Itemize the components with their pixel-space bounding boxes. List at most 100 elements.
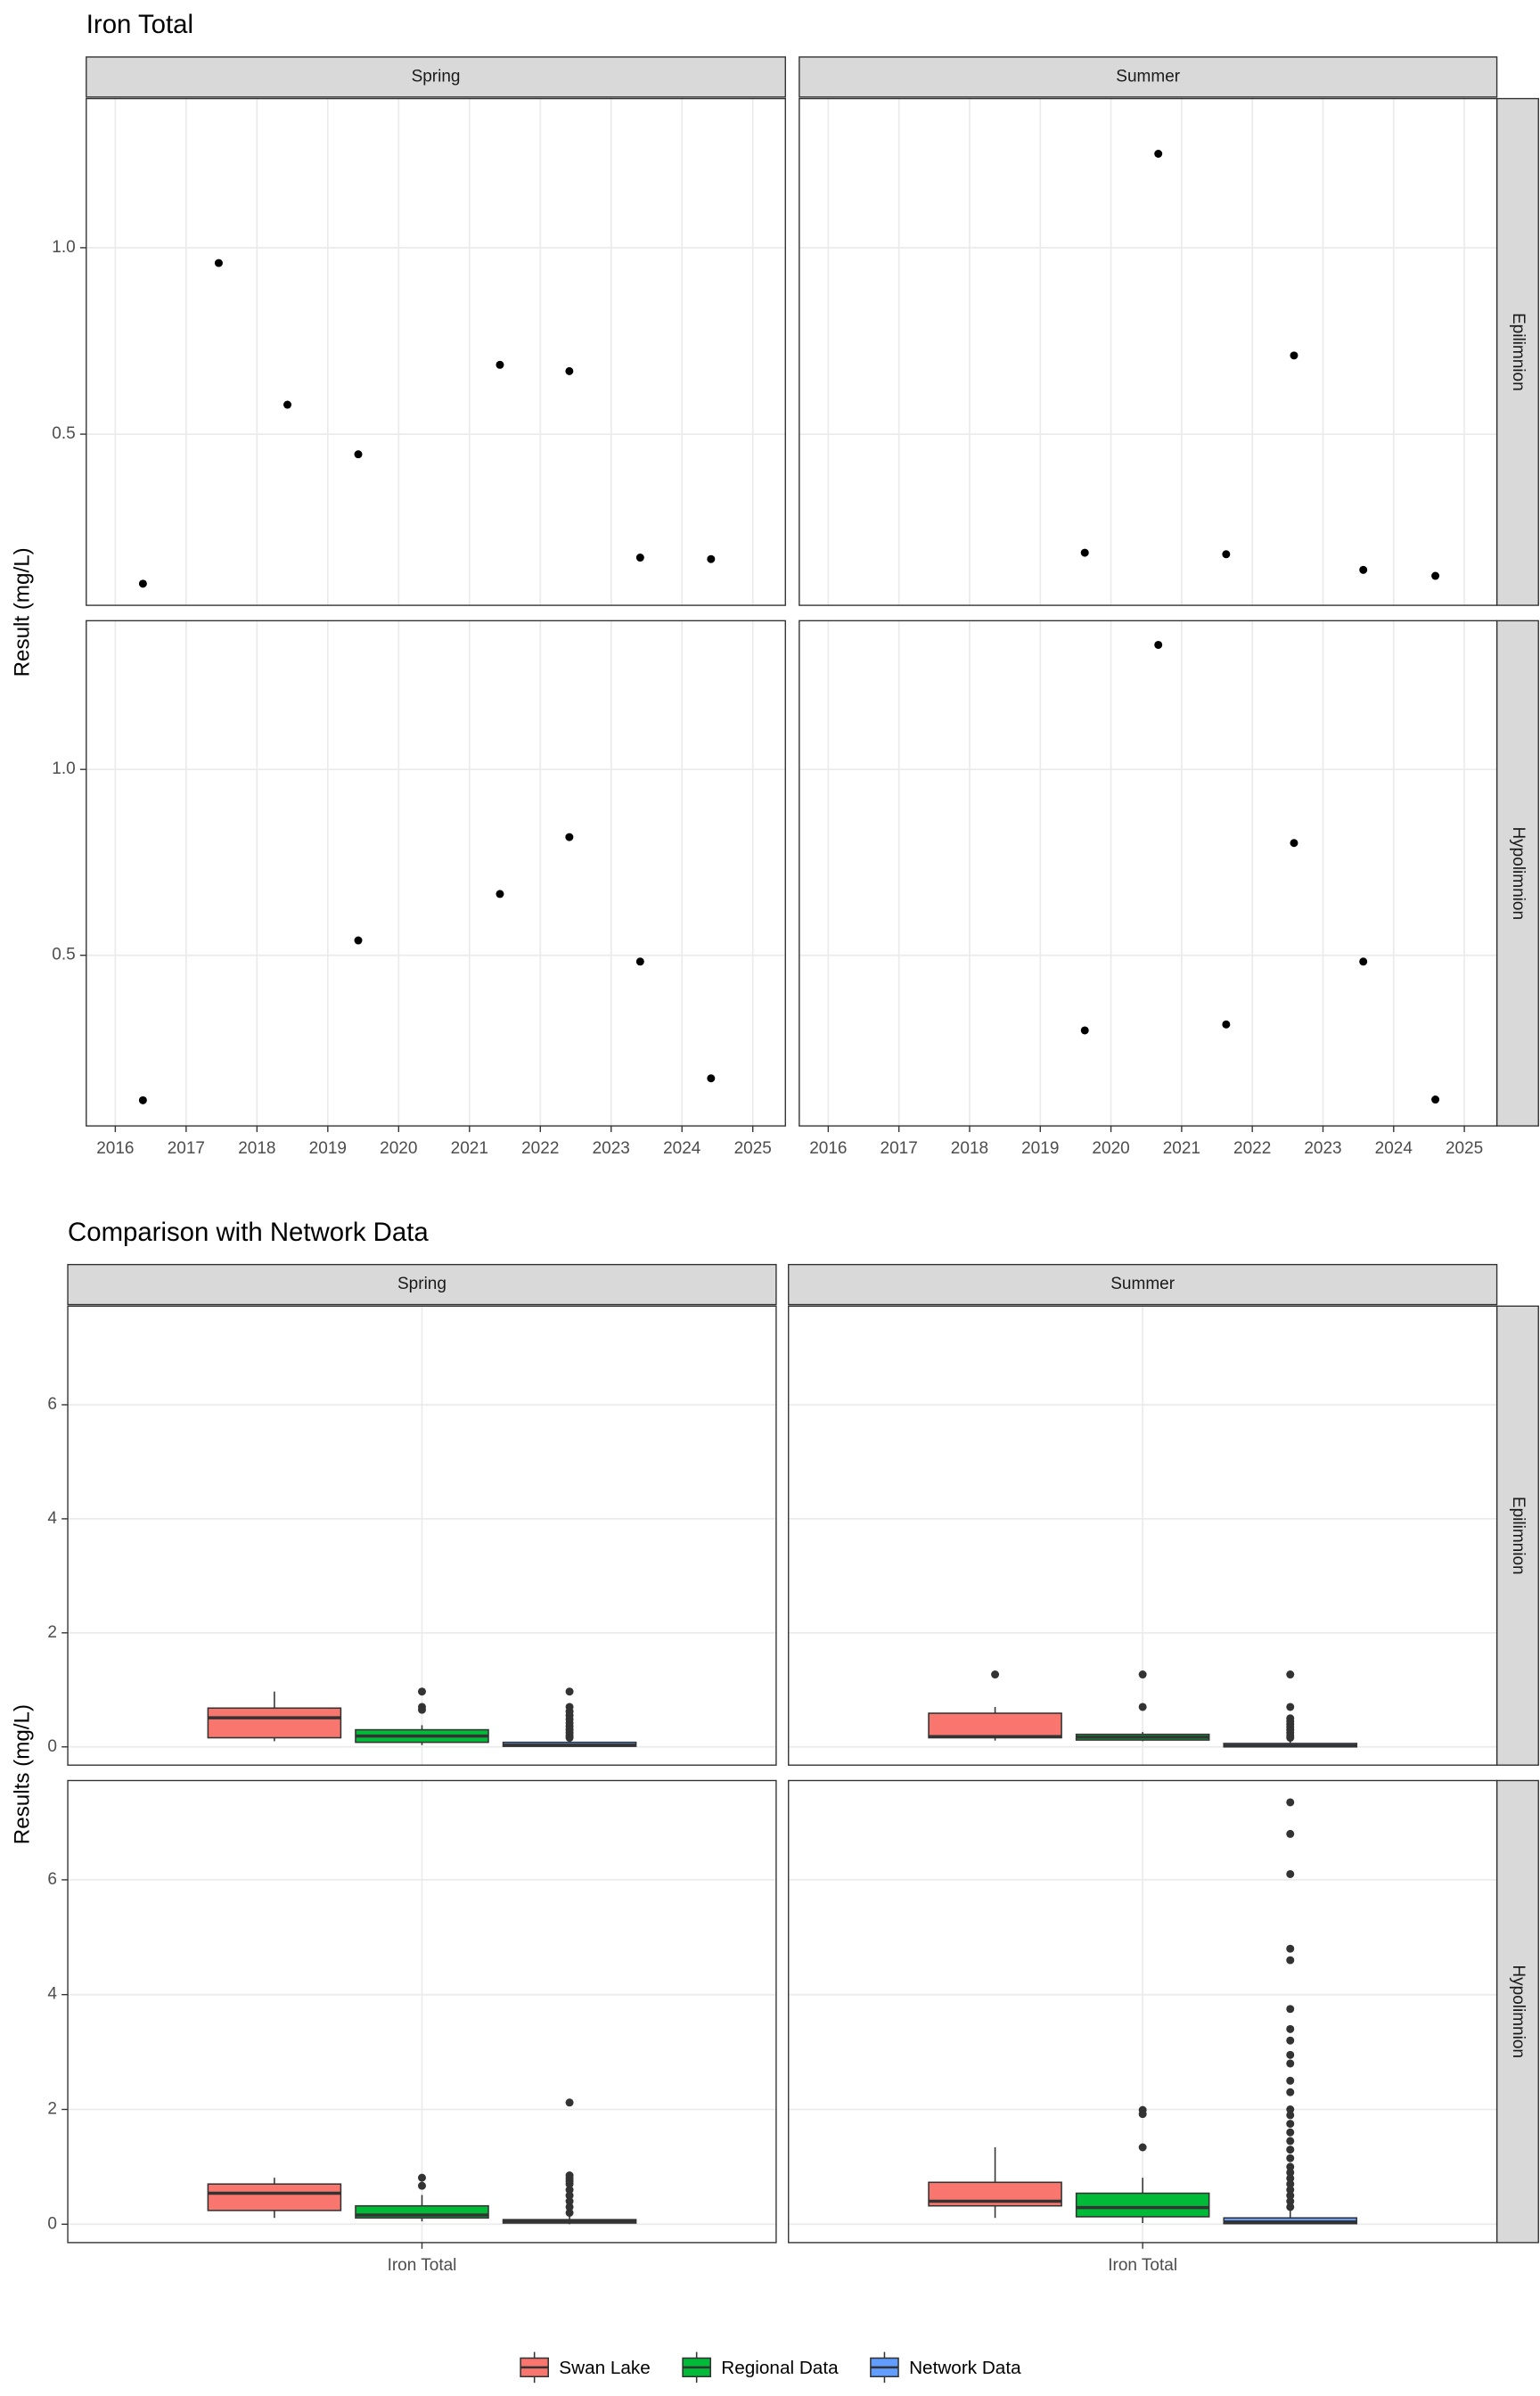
outlier [1286,2076,1295,2085]
legend-item: Regional Data [682,2351,839,2384]
chart-title: Comparison with Network Data [68,1218,429,1247]
legend: Swan Lake Regional Data Network Data [520,2351,1021,2384]
x-tick-label: 2023 [1304,1139,1341,1158]
x-tick-label: 2019 [309,1139,347,1158]
outlier [1286,2111,1295,2120]
x-tick-label: 2021 [1163,1139,1200,1158]
point [496,890,504,898]
outlier [1286,1869,1295,1878]
x-tick-label: 2018 [951,1139,988,1158]
point [1290,351,1298,360]
point [1222,550,1231,559]
point [1080,548,1089,557]
x-tick-label: 2025 [734,1139,772,1158]
outlier [417,1687,426,1696]
outlier [1286,2186,1295,2195]
y-tick-label: 0 [47,2214,57,2233]
panel [799,620,1497,1127]
box [1075,2192,1210,2218]
outlier [565,2186,574,2195]
outlier [1138,1703,1147,1711]
outlier [1286,2137,1295,2146]
y-tick-label: 1.0 [52,759,75,778]
point [565,366,574,375]
outlier [1286,2128,1295,2137]
x-tick-label: 2017 [168,1139,205,1158]
x-tick-label: 2020 [1092,1139,1129,1158]
point [1290,839,1298,848]
outlier [565,2203,574,2211]
outlier [991,1670,1000,1679]
x-tick-label: 2017 [881,1139,918,1158]
x-tick-label: 2016 [96,1139,134,1158]
outlier [1286,2024,1295,2033]
outlier [1286,1734,1295,1743]
outlier [565,2197,574,2206]
x-tick-label: Iron Total [1108,2256,1177,2275]
point [1431,1095,1440,1104]
point [1359,957,1368,966]
point [354,936,363,945]
chart-title: Iron Total [86,10,193,39]
x-tick-label: 2022 [521,1139,559,1158]
strip-label: Epilimnion [1509,313,1528,391]
strip [67,1263,777,1306]
outlier [1286,2162,1295,2171]
panel-border [67,1779,777,2244]
y-tick-label: 4 [47,1509,57,1528]
point [1359,565,1368,574]
point [1431,571,1440,580]
strip-label: Summer [1110,1275,1175,1293]
y-tick-label: 4 [47,1985,57,2004]
strip-label: Spring [412,67,461,86]
panel-border [799,97,1498,606]
outlier [565,1734,574,1743]
y-tick-label: 2 [47,2100,57,2119]
outlier [565,2191,574,2200]
y-tick-label: 2 [47,1623,57,1642]
point [283,400,292,409]
x-tick-label: 2024 [663,1139,701,1158]
outlier [1286,2191,1295,2200]
y-tick-label: 6 [47,1395,57,1414]
strip-label: Epilimnion [1509,1497,1528,1575]
outlier [1286,2203,1295,2211]
outlier [1286,2050,1295,2059]
point [1080,1026,1089,1035]
strip [788,1263,1498,1306]
panel [799,98,1497,606]
outlier [417,2181,426,2190]
x-tick-label: Iron Total [388,2256,457,2275]
strip-label: Summer [1116,67,1180,86]
y-axis-label: Result (mg/L) [10,547,34,677]
point [707,1074,716,1083]
y-tick-label: 0.5 [52,946,75,964]
x-tick-label: 2022 [1233,1139,1271,1158]
strip-label: Hypolimnion [1509,826,1528,920]
panel-border [86,97,786,606]
strip [1495,1779,1539,2244]
outlier [1286,2088,1295,2096]
box [928,1712,1062,1739]
outlier [1286,2036,1295,2045]
point [138,1095,147,1104]
panel [86,620,786,1127]
legend-item: Swan Lake [520,2351,651,2384]
outlier [1286,2179,1295,2188]
outlier [1286,2120,1295,2129]
outlier [1286,1670,1295,1679]
box [207,1707,342,1739]
y-tick-label: 6 [47,1870,57,1889]
y-axis-label: Results (mg/L) [10,1704,34,1844]
panel-border [799,620,1498,1127]
strip [1495,620,1539,1127]
strip-label: Spring [397,1275,446,1293]
legend-label: Regional Data [721,2358,839,2378]
x-tick-label: 2016 [809,1139,847,1158]
x-tick-label: 2023 [593,1139,630,1158]
point [565,833,574,841]
point [635,957,644,966]
strip [1495,97,1539,606]
